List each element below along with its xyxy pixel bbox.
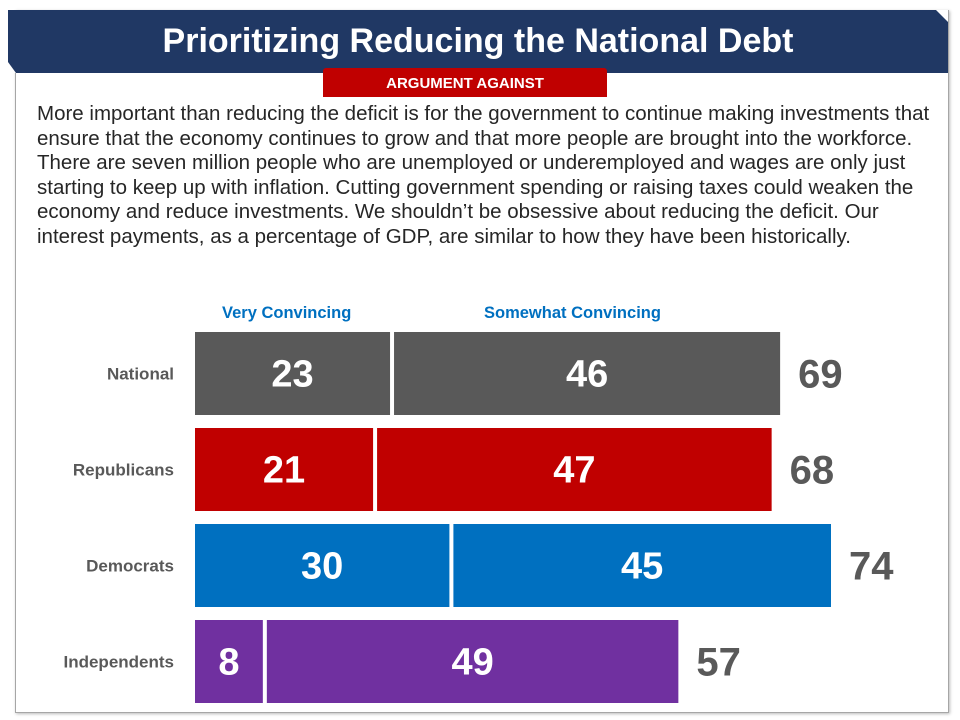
bar-very — [195, 620, 263, 703]
total-label: 57 — [696, 641, 741, 685]
banner-fold — [936, 10, 948, 22]
category-label: Republicans — [73, 461, 174, 480]
bar-very — [195, 524, 450, 607]
category-label: National — [107, 365, 174, 384]
bar-value-label: 47 — [553, 450, 595, 492]
bar-value-label: 49 — [451, 642, 493, 684]
bar-somewhat — [394, 332, 781, 415]
total-label: 74 — [849, 545, 894, 589]
bar-very — [195, 428, 374, 511]
total-label: 68 — [790, 449, 835, 493]
bar-value-label: 23 — [271, 354, 313, 396]
legend-somewhat-convincing: Somewhat Convincing — [484, 304, 661, 322]
category-label: Democrats — [86, 557, 174, 576]
bar-value-label: 21 — [263, 450, 305, 492]
category-label: Independents — [63, 653, 174, 672]
bar-value-label: 30 — [301, 546, 343, 588]
total-label: 69 — [798, 353, 843, 397]
bar-somewhat — [266, 620, 679, 703]
legend-very-convincing: Very Convincing — [222, 304, 352, 322]
argument-tab: ARGUMENT AGAINST — [323, 68, 607, 97]
banner-fold — [8, 62, 16, 73]
argument-text: More important than reducing the deficit… — [37, 102, 930, 248]
bar-value-label: 8 — [218, 642, 239, 684]
bar-value-label: 45 — [621, 546, 663, 588]
bar-very — [195, 332, 391, 415]
page-title: Prioritizing Reducing the National Debt — [162, 22, 794, 60]
bar-somewhat — [453, 524, 831, 607]
title-banner — [8, 10, 948, 73]
bar-value-label: 46 — [566, 354, 608, 396]
bar-somewhat — [377, 428, 772, 511]
